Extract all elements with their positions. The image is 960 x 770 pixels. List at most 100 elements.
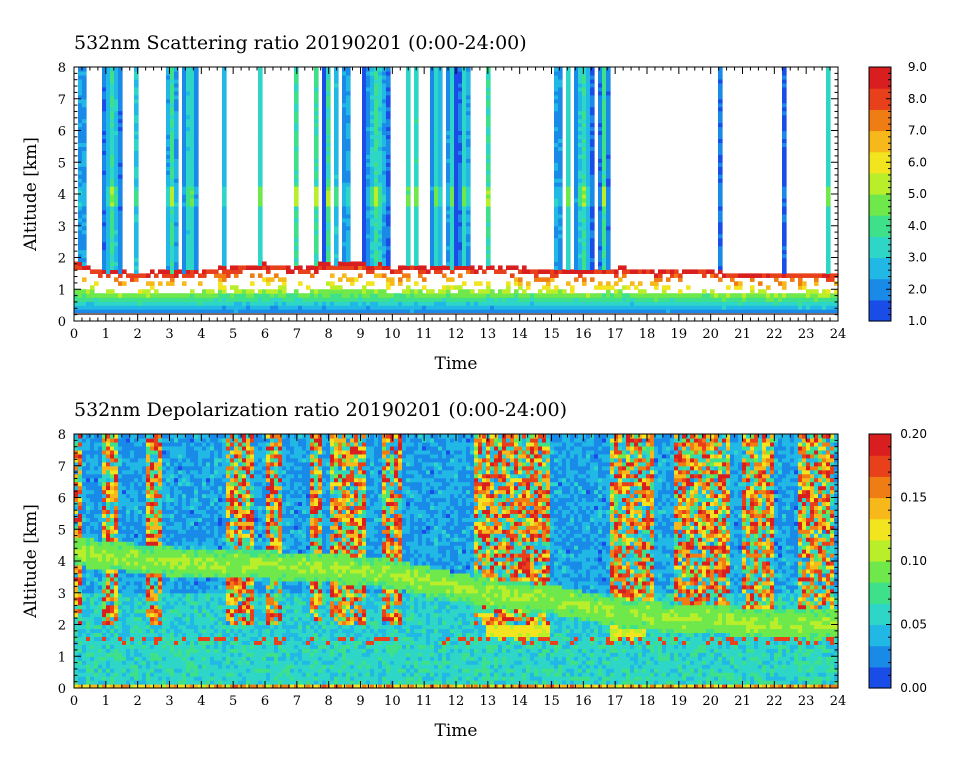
y-tick-label: 5 [58, 156, 66, 171]
colorbar-segment [869, 534, 891, 541]
x-tick-label: 14 [511, 327, 528, 342]
x-tick-label: 2 [134, 694, 142, 709]
x-axis: 0 1 2 3 4 5 6 7 8 9 10 11 12 13 14 15 16 17 18 19 20 21 22 23 24 [70, 434, 846, 709]
colorbar-segment [869, 523, 891, 530]
colorbar-segment [869, 252, 891, 259]
x-tick-label: 12 [448, 694, 465, 709]
colorbar-segment [869, 273, 891, 280]
x-tick-label: 20 [702, 327, 719, 342]
x-tick-label: 14 [511, 694, 528, 709]
colorbar-segment [869, 545, 891, 552]
x-tick-label: 3 [165, 694, 173, 709]
colorbar-tick-label: 0.05 [900, 618, 927, 632]
y-tick-label: 0 [58, 682, 66, 697]
x-tick-label: 16 [575, 694, 592, 709]
y-axis-label: Altitude [km] [21, 504, 41, 619]
colorbar-segment [869, 629, 891, 636]
colorbar-segment [869, 566, 891, 573]
colorbar-segment [869, 592, 891, 599]
colorbar-segment [869, 67, 891, 73]
colorbar-segment [869, 294, 891, 301]
colorbar-segment [869, 650, 891, 657]
colorbar-segment [869, 225, 891, 232]
y-tick-label: 8 [58, 428, 66, 443]
colorbar-segment [869, 178, 891, 185]
x-tick-label: 17 [607, 694, 624, 709]
colorbar-tick-label: 0.10 [900, 554, 927, 568]
colorbar-segment [869, 82, 891, 89]
colorbar-tick-label: 7.0 [908, 124, 927, 138]
x-axis-label: Time [435, 721, 478, 741]
colorbar-segment [869, 209, 891, 216]
colorbar-segment [869, 236, 891, 243]
chart-title: 532nm Scattering ratio 20190201 (0:00-24… [74, 32, 527, 54]
colorbar-segment [869, 476, 891, 483]
colorbar-segment [869, 513, 891, 520]
x-tick-label: 1 [102, 694, 110, 709]
x-tick-label: 24 [830, 327, 847, 342]
colorbar-tick-label: 8.0 [908, 92, 927, 106]
x-tick-label: 19 [671, 694, 688, 709]
x-axis: 0 1 2 3 4 5 6 7 8 9 10 11 12 13 14 15 16 17 18 19 20 21 22 23 24 [70, 67, 846, 342]
colorbar-segment [869, 460, 891, 467]
colorbar-segment [869, 268, 891, 274]
x-tick-label: 10 [384, 694, 401, 709]
colorbar-tick-label: 4.0 [908, 219, 927, 233]
colorbar-segment [869, 656, 891, 663]
colorbar-segment [869, 661, 891, 668]
colorbar-segment [869, 603, 891, 610]
x-tick-label: 6 [261, 327, 269, 342]
y-axis-label: Altitude [km] [21, 137, 41, 252]
colorbar-segment [869, 672, 891, 679]
colorbar-tick-label: 1.0 [908, 314, 927, 328]
x-tick-label: 23 [798, 694, 815, 709]
y-tick-label: 1 [58, 283, 66, 298]
x-tick-label: 2 [134, 327, 142, 342]
colorbar-segment [869, 283, 891, 290]
x-tick-label: 10 [384, 327, 401, 342]
x-tick-label: 4 [197, 694, 205, 709]
y-tick-label: 4 [58, 555, 66, 570]
colorbar-segment [869, 109, 891, 116]
colorbar-tick-label: 9.0 [908, 60, 927, 74]
x-tick-label: 8 [325, 327, 333, 342]
x-tick-label: 23 [798, 327, 815, 342]
colorbar-segment [869, 93, 891, 100]
colorbar-segment [869, 246, 891, 253]
colorbar-segment [869, 299, 891, 306]
colorbar-segment [869, 555, 891, 562]
colorbar-segment [869, 449, 891, 456]
y-tick-label: 0 [58, 315, 66, 330]
colorbar: 1.0 2.0 3.0 4.0 5.0 6.0 7.0 8.0 9.0 [868, 60, 927, 328]
colorbar-segment [869, 624, 891, 631]
x-tick-label: 17 [607, 327, 624, 342]
x-tick-label: 7 [293, 327, 301, 342]
y-tick-label: 3 [58, 220, 66, 235]
colorbar: 0.00 0.05 0.10 0.15 0.20 [868, 427, 927, 695]
x-tick-label: 0 [70, 327, 78, 342]
x-tick-label: 4 [197, 327, 205, 342]
y-axis: 0 1 2 3 4 5 6 7 8 [58, 428, 838, 697]
colorbar-segment [869, 310, 891, 317]
colorbar-segment [869, 98, 891, 105]
x-tick-label: 15 [543, 327, 560, 342]
y-tick-label: 5 [58, 523, 66, 538]
colorbar-segment [869, 119, 891, 126]
colorbar-segment [869, 598, 891, 604]
colorbar-segment [869, 146, 891, 153]
scattering-ratio-panel: 532nm Scattering ratio 20190201 (0:00-24… [21, 32, 927, 374]
x-tick-label: 3 [165, 327, 173, 342]
x-tick-label: 24 [830, 694, 847, 709]
x-tick-label: 13 [480, 327, 497, 342]
colorbar-segment [869, 72, 891, 79]
heatmap-field [74, 67, 839, 321]
colorbar-segment [869, 151, 891, 158]
colorbar-segment [869, 135, 891, 142]
colorbar-tick-label: 5.0 [908, 187, 927, 201]
x-tick-label: 6 [261, 694, 269, 709]
x-tick-label: 22 [766, 694, 783, 709]
x-tick-label: 13 [480, 694, 497, 709]
colorbar-segment [869, 518, 891, 525]
colorbar-segment [869, 529, 891, 536]
